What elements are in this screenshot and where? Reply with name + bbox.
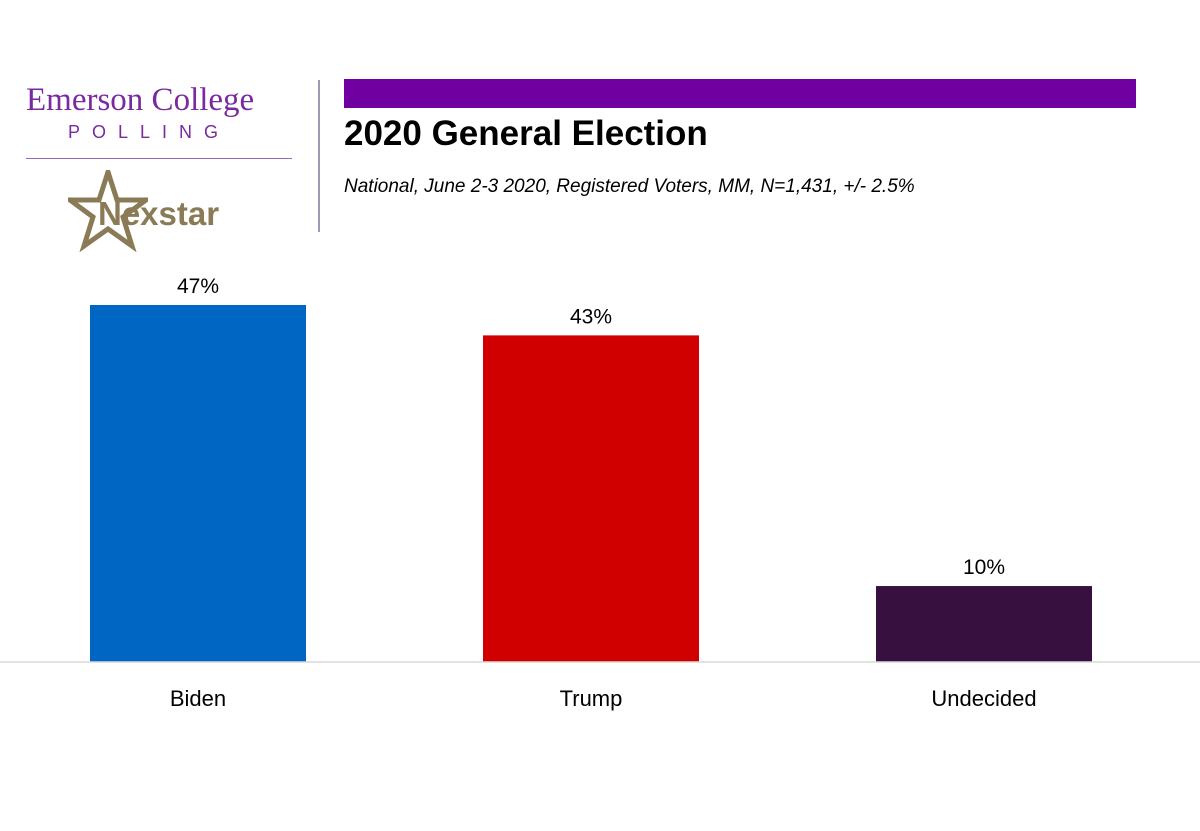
data-label-undecided: 10%	[963, 556, 1005, 579]
bar-biden	[90, 305, 306, 662]
nexstar-star-icon	[68, 170, 148, 252]
bar-undecided	[876, 586, 1092, 662]
bar-trump	[483, 335, 699, 662]
polling-logo-text: POLLING	[68, 122, 231, 142]
chart-subtitle: National, June 2-3 2020, Registered Vote…	[344, 176, 915, 197]
data-label-trump: 43%	[570, 305, 612, 328]
title-accent-bar	[344, 79, 1136, 108]
bars: 47% Biden 43% Trump 10% Undecided	[90, 275, 1092, 711]
nexstar-logo-text: Nexstar	[98, 195, 220, 232]
data-label-biden: 47%	[177, 275, 219, 298]
emerson-college-logo-text: Emerson College	[26, 82, 255, 118]
chart-title: 2020 General Election	[344, 114, 708, 153]
x-tick-label-undecided: Undecided	[931, 686, 1036, 711]
x-tick-label-trump: Trump	[560, 686, 623, 711]
x-tick-label-biden: Biden	[170, 686, 226, 711]
logo-divider	[26, 158, 292, 159]
header-divider	[318, 80, 320, 232]
